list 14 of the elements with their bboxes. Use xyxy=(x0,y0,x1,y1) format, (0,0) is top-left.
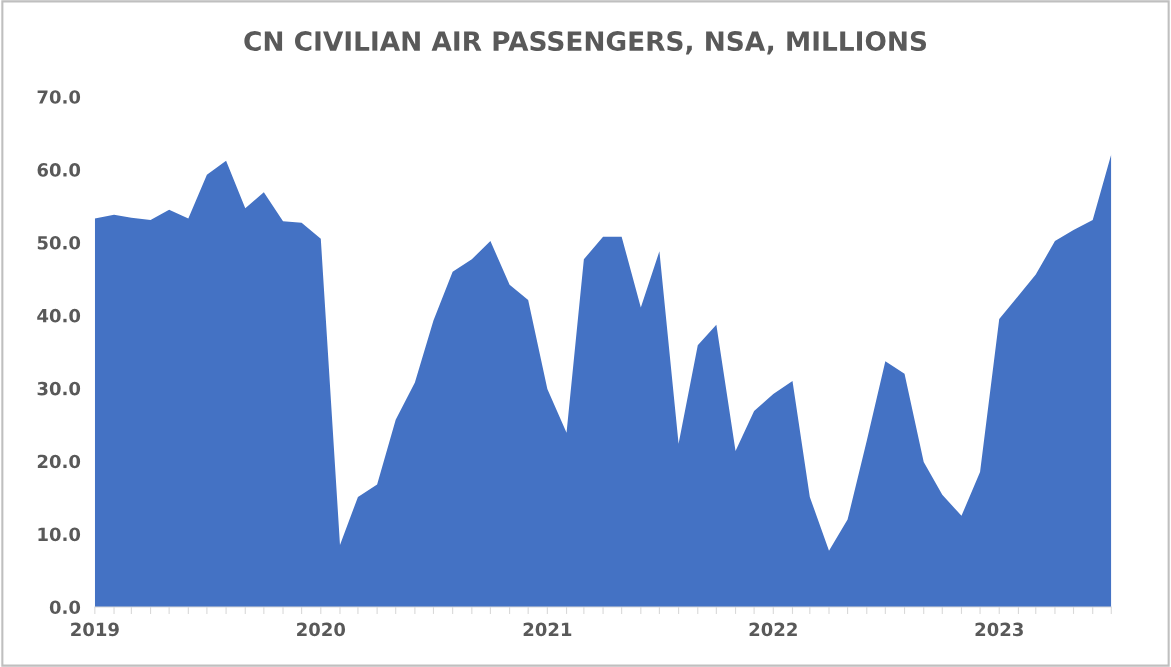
y-tick-label: 10.0 xyxy=(38,527,81,542)
y-tick-label: 40.0 xyxy=(37,308,81,323)
y-tick-label: 70.0 xyxy=(37,90,81,104)
y-tick-label: 20.0 xyxy=(37,454,81,469)
y-tick-label: 60.0 xyxy=(37,163,81,177)
x-tick-label: 2023 xyxy=(975,622,1023,637)
x-tick-label: 2020 xyxy=(297,622,346,637)
x-tick-label: 2019 xyxy=(71,622,119,637)
x-tick-label: 2022 xyxy=(749,622,797,637)
y-tick-label: 0.0 xyxy=(49,600,81,615)
chart-title: CN CIVILIAN AIR PASSENGERS, NSA, MILLIONS xyxy=(244,31,927,55)
y-tick-label: 30.0 xyxy=(37,381,81,396)
y-tick-label: 50.0 xyxy=(37,235,81,250)
x-tick-label: 2021 xyxy=(523,622,572,637)
